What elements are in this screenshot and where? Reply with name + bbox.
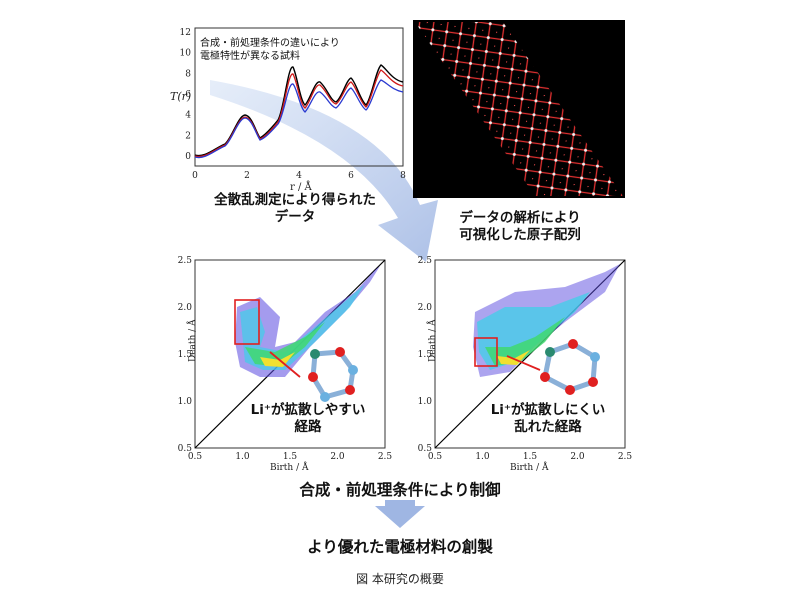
top-plot-ytick: 8 — [185, 69, 191, 79]
ph-left-xlabel: Birth / Å — [270, 461, 309, 473]
figure-caption: 図 本研究の概要 — [356, 572, 444, 586]
ph-right-xlabel: Birth / Å — [510, 461, 549, 473]
top-plot-ytick: 4 — [185, 111, 191, 121]
ph-right-xtick: 2.5 — [618, 452, 633, 462]
ph-left-ytick: 1.0 — [178, 397, 193, 407]
ph-left-ytick: 1.5 — [178, 350, 193, 360]
ph-right-annotation-line-2: 乱れた経路 — [514, 419, 582, 435]
top-plot-ytick: 6 — [185, 90, 191, 100]
top-plot-annotation-2: 電極特性が異なる試料 — [200, 49, 300, 62]
ph-right-ytick: 1.5 — [418, 350, 433, 360]
ph-left-ytick: 0.5 — [178, 444, 193, 454]
ph-left-ytick: 2.0 — [178, 303, 193, 313]
top-right-caption: データの解析により 可視化した原子配列 — [425, 210, 615, 244]
top-plot-ytick: 12 — [180, 28, 191, 38]
atomic-arrangement-image — [413, 20, 625, 198]
ph-right-ytick: 2.0 — [418, 303, 433, 313]
tr-plot: 0 2 4 6 8 10 12 0 2 4 6 8 合成・前処理条件の違いにより 電極特性が異なる試… — [170, 27, 406, 193]
top-right-caption-line-1: データの解析により — [459, 210, 581, 226]
top-plot-annotation-1: 合成・前処理条件の違いにより — [200, 36, 340, 49]
top-left-caption: 全散乱測定により得られた データ — [195, 192, 395, 226]
ph-left-annotation: Li⁺が拡散しやすい 経路 — [238, 402, 378, 436]
top-plot-ytick: 2 — [185, 131, 191, 141]
ph-right-ytick: 0.5 — [418, 444, 433, 454]
ph-left-ylabel: Death / Å — [186, 319, 198, 362]
down-arrow-icon — [375, 500, 425, 528]
control-text: 合成・前処理条件により制御 — [299, 481, 501, 499]
ph-left-xtick: 1.0 — [235, 452, 250, 462]
top-plot-xtick: 8 — [400, 171, 406, 181]
top-plot-xtick: 4 — [296, 171, 302, 181]
ph-left-xtick: 2.0 — [330, 452, 345, 462]
top-plot-ytick: 10 — [180, 49, 192, 59]
ph-right-ytick: 2.5 — [418, 256, 433, 266]
ph-left-xtick: 2.5 — [378, 452, 393, 462]
top-left-caption-line-2: データ — [274, 209, 316, 225]
ph-left-xtick: 0.5 — [188, 452, 203, 462]
ring-molecule-left-icon — [308, 347, 358, 402]
ph-right-xtick: 0.5 — [428, 452, 443, 462]
top-plot-xtick: 0 — [192, 171, 198, 181]
top-plot-ylabel: T(r) — [170, 90, 191, 103]
top-plot-xtick: 2 — [244, 171, 250, 181]
top-right-caption-line-2: 可視化した原子配列 — [459, 227, 581, 243]
result-text: より優れた電極材料の創製 — [307, 538, 493, 556]
ph-right-xtick: 1.5 — [523, 452, 538, 462]
ph-left-annotation-line-1: Li⁺が拡散しやすい — [250, 402, 366, 418]
top-plot-ytick: 0 — [185, 152, 191, 162]
top-plot-xlabel: r / Å — [290, 181, 313, 193]
persistence-diagram-left: 0.5 1.0 1.5 2.0 2.5 0.5 1.0 1.5 2.0 2.5 Death / … — [178, 256, 393, 473]
top-plot-xtick: 6 — [348, 171, 354, 181]
ring-molecule-right-icon — [540, 339, 600, 395]
ph-left-annotation-line-2: 経路 — [294, 419, 322, 435]
ph-right-ylabel: Death / Å — [426, 319, 438, 362]
ph-right-xtick: 1.0 — [475, 452, 490, 462]
ph-right-xtick: 2.0 — [570, 452, 585, 462]
ph-right-ytick: 1.0 — [418, 397, 433, 407]
top-left-caption-line-1: 全散乱測定により得られた — [214, 192, 376, 208]
ph-right-annotation: Li⁺が拡散しにくい 乱れた経路 — [478, 402, 618, 436]
persistence-diagram-right: 0.5 1.0 1.5 2.0 2.5 0.5 1.0 1.5 2.0 2.5 Death / … — [418, 256, 633, 473]
ph-right-annotation-line-1: Li⁺が拡散しにくい — [490, 402, 606, 418]
ph-left-xtick: 1.5 — [283, 452, 298, 462]
ph-left-ytick: 2.5 — [178, 256, 193, 266]
